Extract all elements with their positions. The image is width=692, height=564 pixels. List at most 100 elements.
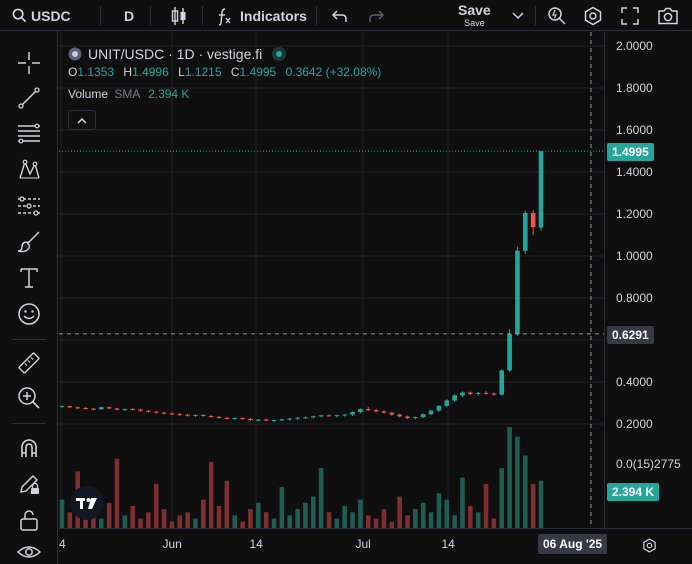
candle-body bbox=[295, 417, 300, 419]
collapse-legend-button[interactable] bbox=[68, 110, 96, 130]
candle-body bbox=[224, 417, 230, 419]
toolbar-divider bbox=[12, 339, 46, 340]
interval-button[interactable]: D bbox=[124, 7, 135, 24]
redo-button[interactable] bbox=[368, 0, 385, 31]
volume-bar bbox=[240, 521, 245, 528]
volume-bar bbox=[350, 512, 355, 528]
volume-bar bbox=[106, 502, 112, 528]
volume-bar bbox=[310, 496, 316, 528]
volume-bar bbox=[515, 436, 520, 528]
volume-bar bbox=[468, 505, 473, 528]
symbol-search-button[interactable]: USDC bbox=[12, 0, 71, 31]
volume-bar bbox=[114, 458, 120, 528]
candle-body bbox=[326, 415, 332, 417]
volume-bar bbox=[389, 521, 395, 528]
trend-line-tool[interactable] bbox=[16, 85, 42, 111]
volume-bar bbox=[98, 518, 104, 528]
volume-bar bbox=[342, 505, 347, 528]
volume-bar bbox=[271, 518, 277, 528]
toolbar-divider bbox=[202, 6, 203, 25]
measure-tool[interactable] bbox=[16, 350, 42, 376]
chevron-down-icon bbox=[512, 11, 524, 19]
magnet-tool[interactable] bbox=[16, 435, 42, 461]
volume-ma-label: SMA bbox=[114, 87, 140, 101]
candle-body bbox=[177, 414, 183, 416]
volume-bar bbox=[122, 515, 128, 528]
volume-bar bbox=[193, 518, 198, 528]
candle-body bbox=[201, 414, 206, 417]
candle-body bbox=[146, 410, 151, 412]
volume-bar bbox=[91, 515, 96, 528]
volume-bar bbox=[381, 509, 387, 528]
volume-bar bbox=[224, 480, 230, 528]
emoji-tool[interactable] bbox=[16, 301, 42, 327]
candle-body bbox=[515, 250, 520, 334]
scale-settings-button[interactable] bbox=[640, 536, 658, 554]
volume-bar bbox=[358, 499, 363, 528]
brush-tool[interactable] bbox=[16, 229, 42, 255]
pattern-tool[interactable] bbox=[16, 157, 42, 183]
volume-bar bbox=[146, 512, 151, 528]
candle-body bbox=[130, 409, 135, 411]
projection-tool[interactable] bbox=[16, 193, 42, 219]
volume-bar bbox=[232, 515, 238, 528]
undo-button[interactable] bbox=[331, 0, 348, 31]
candle-body bbox=[153, 411, 159, 413]
save-dropdown-button[interactable] bbox=[512, 0, 524, 31]
toolbar-divider bbox=[12, 423, 46, 424]
lock-drawing-tool[interactable] bbox=[16, 471, 42, 497]
candle-body bbox=[499, 370, 505, 395]
low-label: L bbox=[178, 65, 185, 79]
volume-bar bbox=[318, 468, 324, 528]
volume-bar bbox=[130, 505, 135, 528]
price-tick-label: 1.2000 bbox=[616, 207, 653, 221]
search-icon bbox=[12, 8, 27, 23]
candle-body bbox=[240, 418, 245, 420]
chart-type-button[interactable] bbox=[170, 0, 188, 31]
volume-bar bbox=[483, 483, 489, 528]
redo-icon bbox=[369, 9, 385, 22]
volume-bar bbox=[397, 496, 402, 528]
candlestick-chart bbox=[59, 32, 604, 528]
time-tick-label: 4 bbox=[59, 537, 66, 551]
text-tool[interactable] bbox=[16, 265, 42, 291]
candles-icon bbox=[171, 6, 186, 25]
time-scale[interactable]: 4 Jun 14 Jul 14 bbox=[59, 528, 692, 564]
volume-bar bbox=[373, 518, 379, 528]
volume-bar bbox=[499, 468, 505, 528]
candle-body bbox=[169, 413, 175, 415]
ruler-icon bbox=[18, 352, 40, 374]
last-price-label: 1.4995 bbox=[607, 143, 654, 161]
zoom-tool[interactable] bbox=[16, 385, 42, 411]
volume-bar bbox=[334, 518, 340, 528]
high-label: H bbox=[123, 65, 133, 79]
chart-pane[interactable] bbox=[59, 32, 604, 528]
candle-body bbox=[122, 409, 128, 411]
chevron-up-icon bbox=[77, 117, 87, 124]
settings-button[interactable] bbox=[583, 0, 603, 31]
fib-tool[interactable] bbox=[16, 120, 42, 146]
indicators-button[interactable]: Indicators bbox=[216, 0, 307, 31]
fib-retracement-icon bbox=[18, 123, 40, 144]
save-button[interactable]: Save Save bbox=[458, 0, 491, 31]
candle-body bbox=[91, 408, 96, 410]
price-scale[interactable]: 2.0000 1.8000 1.6000 1.4000 1.2000 1.0000 0.80… bbox=[604, 32, 692, 528]
price-tick-label: 1.8000 bbox=[616, 81, 653, 95]
low-value: 1.1215 bbox=[184, 65, 222, 79]
volume-bar bbox=[59, 499, 65, 528]
quick-search-button[interactable] bbox=[547, 0, 567, 31]
candle-body bbox=[318, 415, 324, 417]
pattern-icon bbox=[19, 159, 40, 179]
crosshair-tool[interactable] bbox=[16, 50, 42, 76]
candle-body bbox=[161, 412, 167, 414]
volume-legend[interactable]: Volume SMA 2.394 K bbox=[68, 87, 387, 101]
lock-all-tool[interactable] bbox=[16, 507, 42, 533]
chart-legend: UNIT/USDC · 1D · vestige.fi O1.1353 H1.4… bbox=[68, 44, 387, 101]
market-status-icon[interactable] bbox=[272, 47, 287, 61]
tradingview-logo[interactable] bbox=[70, 486, 104, 520]
candle-body bbox=[216, 416, 222, 418]
eye-icon bbox=[17, 546, 41, 558]
fullscreen-button[interactable] bbox=[621, 0, 639, 31]
snapshot-button[interactable] bbox=[657, 0, 679, 31]
hide-drawings-tool[interactable] bbox=[16, 539, 42, 564]
